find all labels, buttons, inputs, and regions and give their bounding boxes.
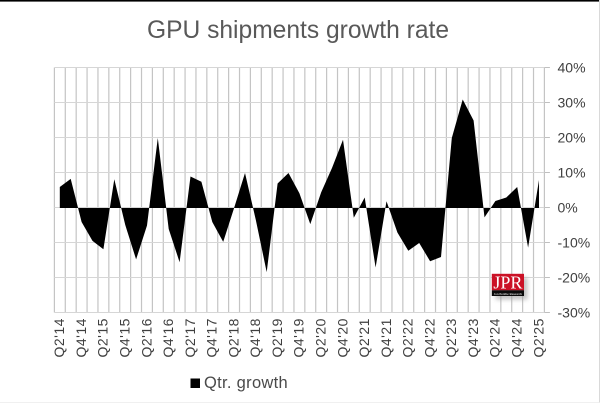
svg-text:Q2'17: Q2'17 (182, 318, 198, 357)
svg-text:Q4'15: Q4'15 (117, 318, 133, 357)
svg-text:Q4'14: Q4'14 (73, 318, 89, 357)
svg-text:Q2'14: Q2'14 (51, 318, 67, 357)
svg-text:-10%: -10% (558, 234, 591, 250)
svg-text:0%: 0% (558, 199, 578, 215)
svg-text:Q4'19: Q4'19 (291, 318, 307, 357)
svg-text:GPU shipments growth rate: GPU shipments growth rate (147, 17, 449, 44)
svg-text:Q2'22: Q2'22 (400, 318, 416, 357)
svg-text:40%: 40% (558, 59, 586, 75)
svg-text:Q2'16: Q2'16 (138, 318, 154, 357)
svg-text:30%: 30% (558, 94, 586, 110)
svg-text:Q2'18: Q2'18 (225, 318, 241, 357)
svg-text:Qtr. growth: Qtr. growth (204, 374, 288, 392)
svg-text:-30%: -30% (558, 304, 591, 320)
svg-text:10%: 10% (558, 164, 586, 180)
svg-text:Jon Peddie Research: Jon Peddie Research (494, 292, 522, 296)
svg-text:Q4'24: Q4'24 (509, 318, 525, 357)
svg-text:Q2'24: Q2'24 (487, 318, 503, 357)
svg-text:Q2'19: Q2'19 (269, 318, 285, 357)
svg-text:Q4'18: Q4'18 (247, 318, 263, 357)
svg-text:Q4'20: Q4'20 (334, 318, 350, 357)
svg-text:Q4'22: Q4'22 (421, 318, 437, 357)
svg-text:Q2'15: Q2'15 (95, 318, 111, 357)
svg-text:Q2'21: Q2'21 (356, 318, 372, 357)
svg-text:Q2'23: Q2'23 (443, 318, 459, 357)
svg-text:JPR: JPR (493, 273, 522, 293)
svg-text:Q4'23: Q4'23 (465, 318, 481, 357)
svg-text:Q4'21: Q4'21 (378, 318, 394, 357)
svg-text:Q4'16: Q4'16 (160, 318, 176, 357)
svg-text:20%: 20% (558, 129, 586, 145)
svg-text:-20%: -20% (558, 269, 591, 285)
svg-text:Q2'20: Q2'20 (313, 318, 329, 357)
svg-text:Q4'17: Q4'17 (204, 318, 220, 357)
svg-text:Q2'25: Q2'25 (530, 318, 546, 357)
